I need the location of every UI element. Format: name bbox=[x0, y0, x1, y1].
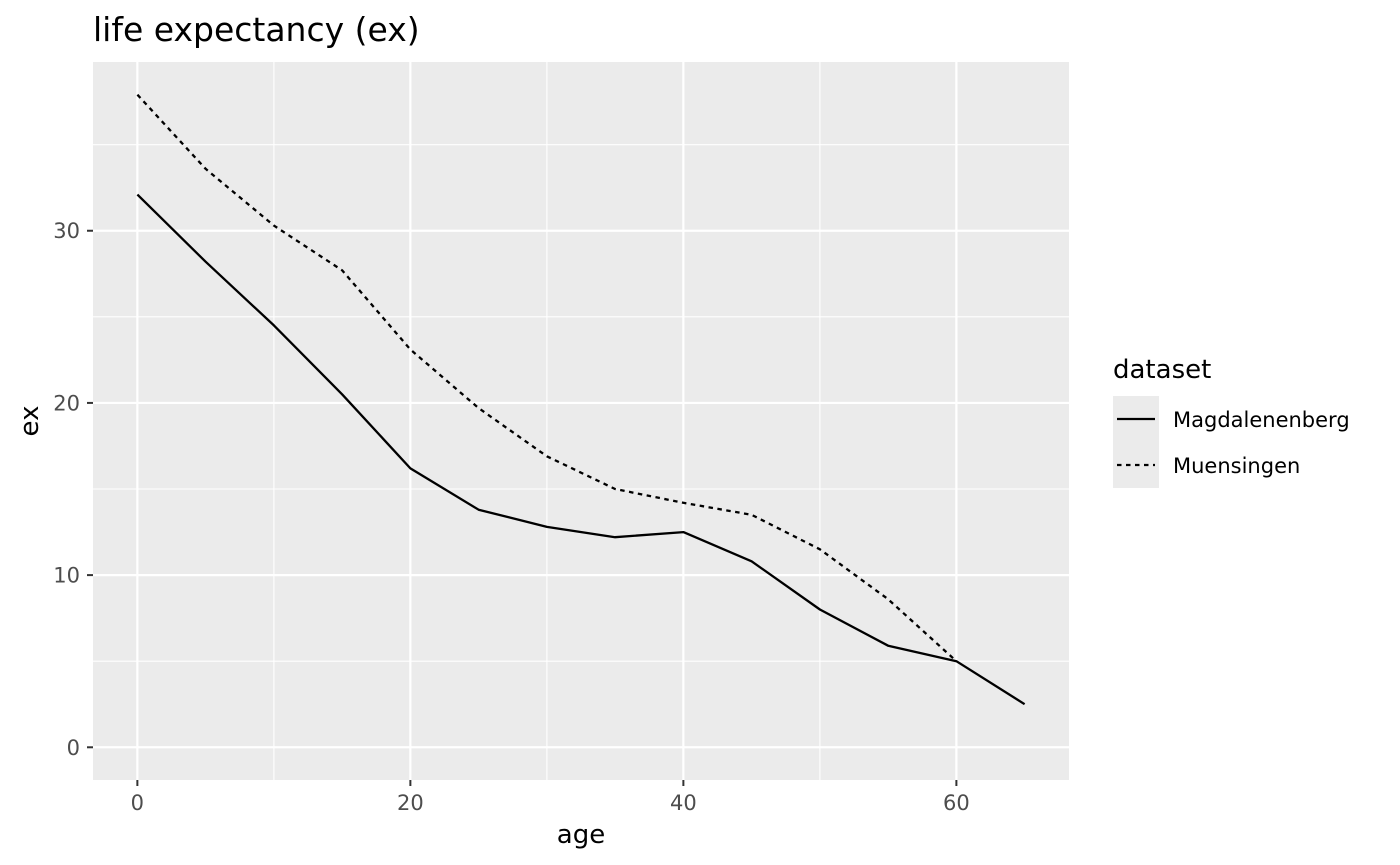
x-tick-label: 60 bbox=[943, 791, 970, 815]
y-tick-label: 10 bbox=[53, 564, 80, 588]
plot-panel bbox=[93, 62, 1069, 780]
x-axis: 0 20 40 60 bbox=[131, 780, 970, 815]
y-axis: 0 10 20 30 bbox=[53, 219, 93, 760]
x-tick-label: 40 bbox=[670, 791, 697, 815]
grid-minor bbox=[93, 62, 1069, 780]
chart-title: life expectancy (ex) bbox=[93, 10, 420, 49]
legend-title: dataset bbox=[1113, 355, 1211, 385]
legend-label-muensingen: Muensingen bbox=[1173, 454, 1300, 478]
grid-major bbox=[93, 62, 1069, 780]
y-axis-title: ex bbox=[15, 406, 45, 437]
series-line-magdalenenberg bbox=[136, 193, 1026, 706]
y-tick-label: 0 bbox=[67, 736, 80, 760]
x-axis-title: age bbox=[557, 820, 605, 850]
x-tick-label: 20 bbox=[397, 791, 424, 815]
legend-label-magdalenenberg: Magdalenenberg bbox=[1173, 408, 1350, 432]
series-layer bbox=[136, 93, 1026, 706]
y-tick-label: 20 bbox=[53, 391, 80, 415]
legend: dataset Magdalenenberg Muensingen bbox=[1113, 355, 1350, 488]
y-tick-label: 30 bbox=[53, 219, 80, 243]
series-line-muensingen bbox=[136, 93, 958, 663]
x-tick-label: 0 bbox=[131, 791, 144, 815]
